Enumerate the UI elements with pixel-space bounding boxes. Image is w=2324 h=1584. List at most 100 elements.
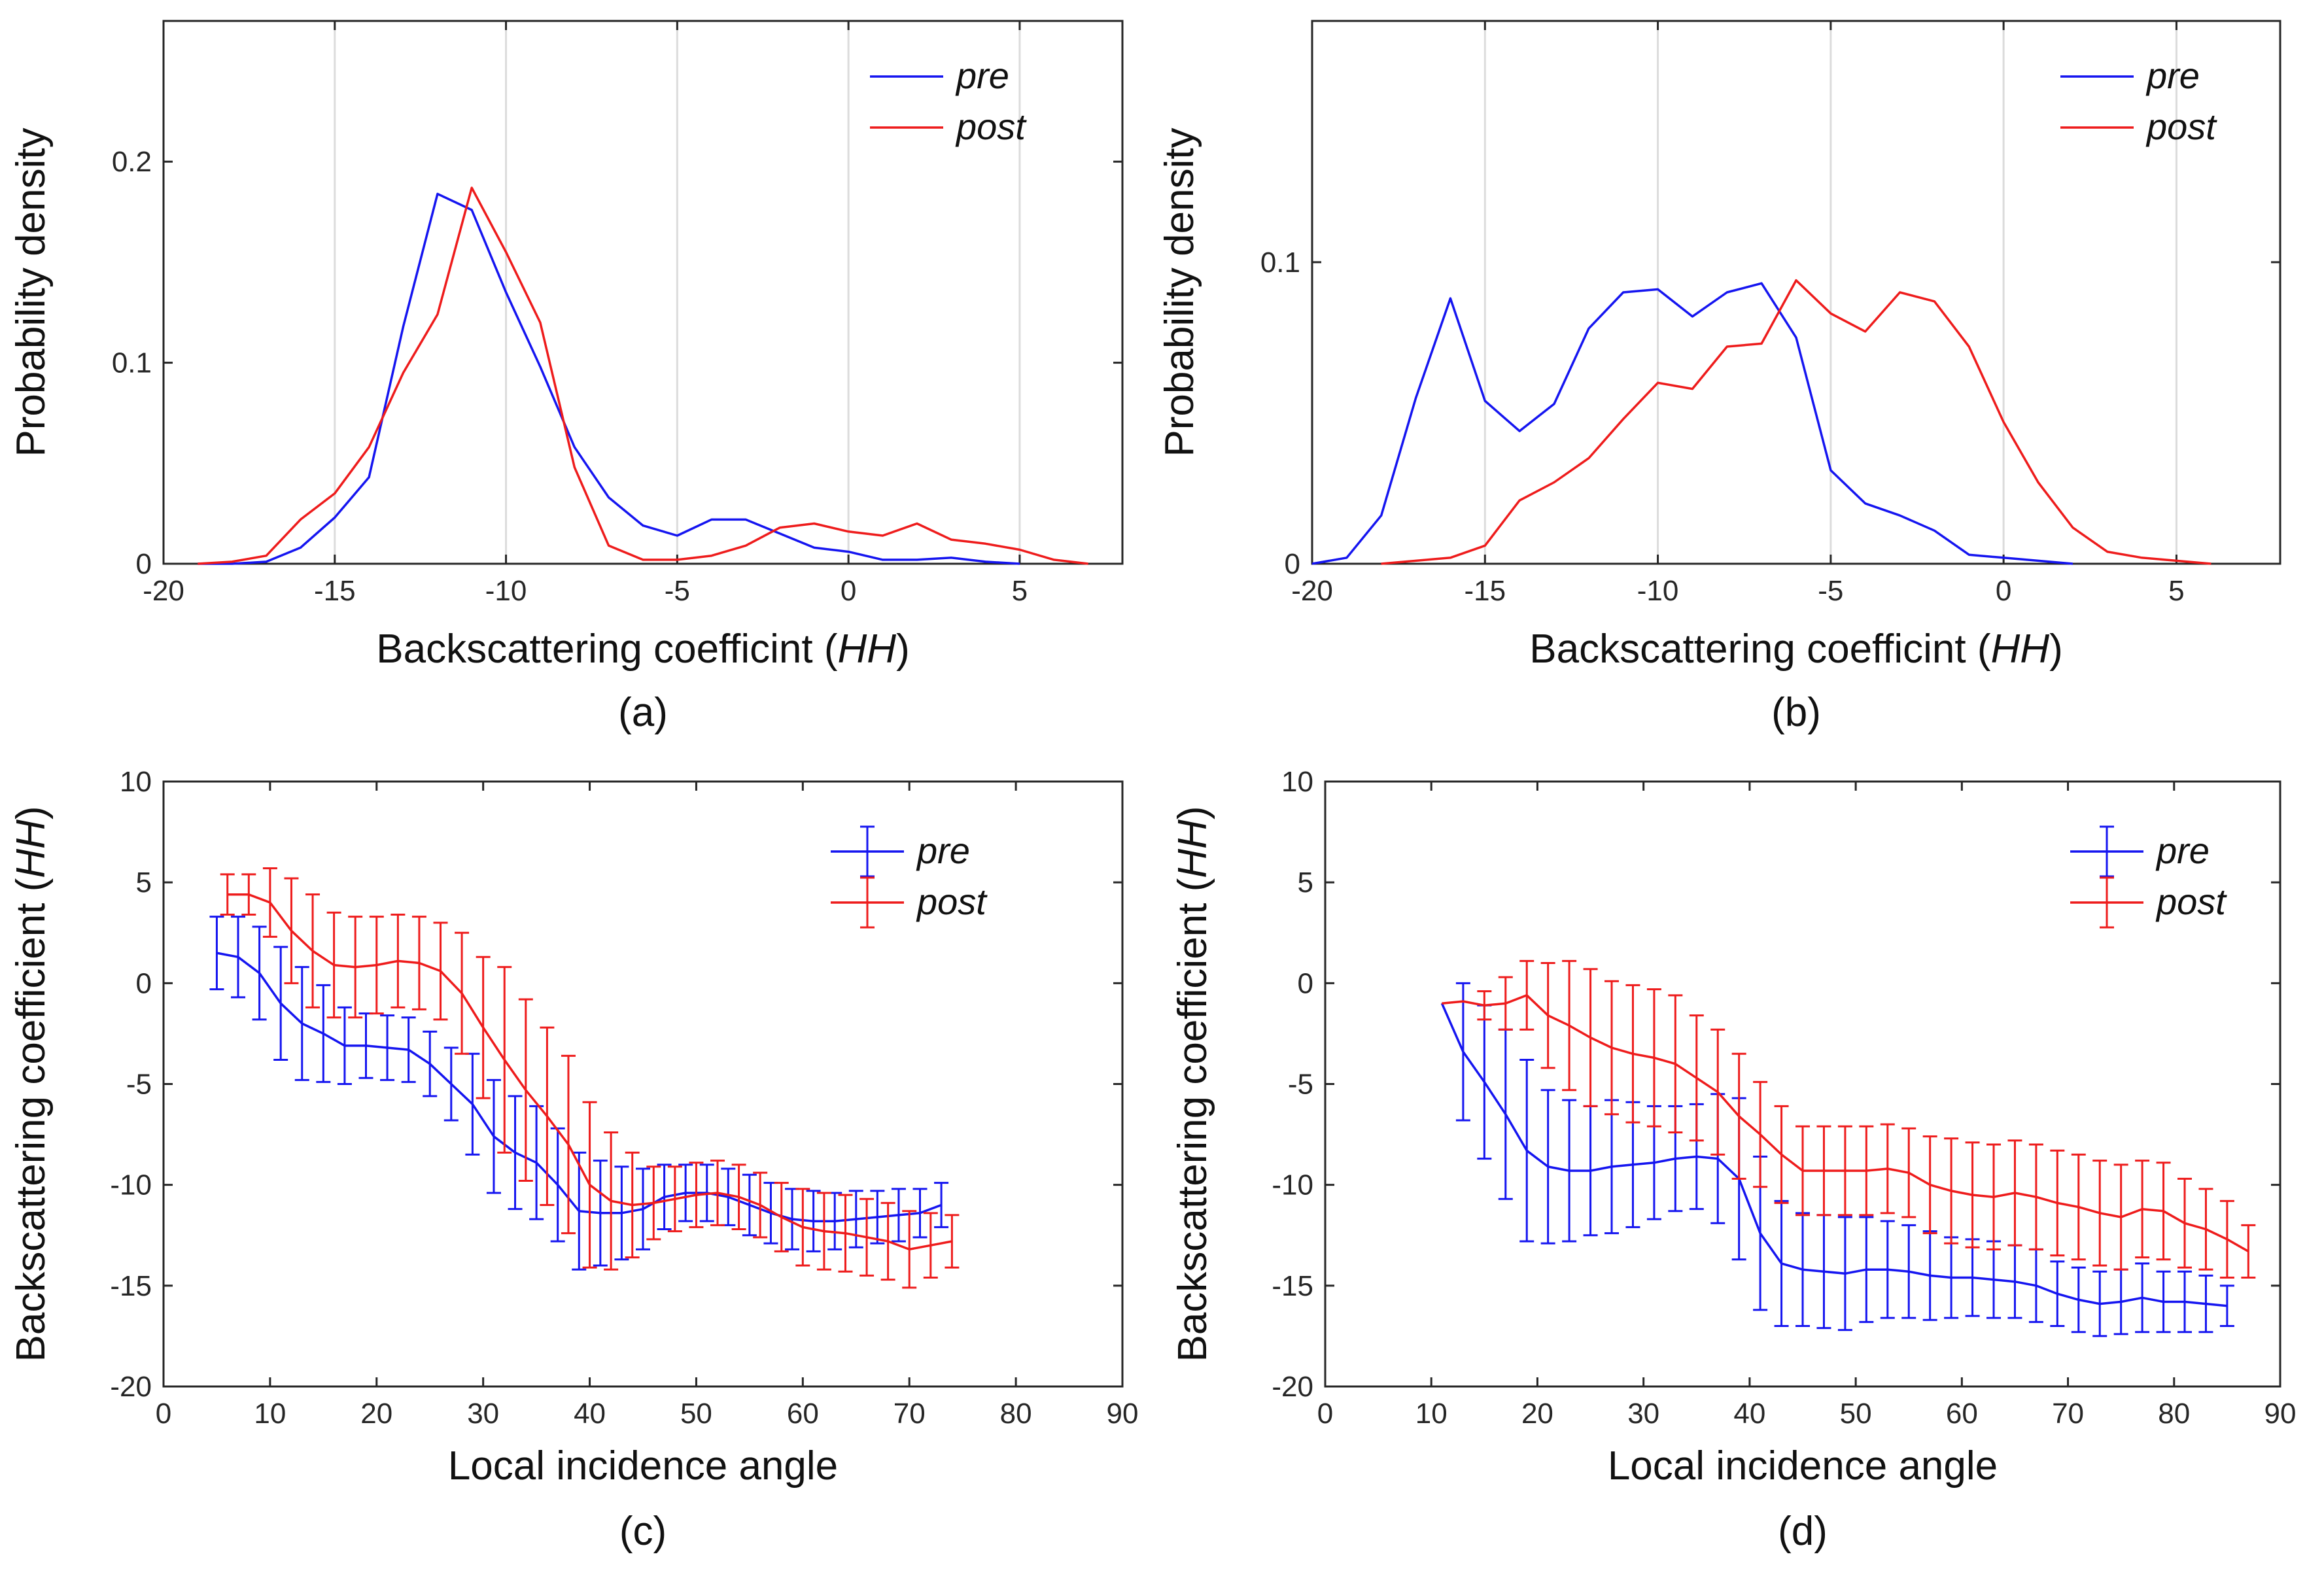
data-point bbox=[2176, 560, 2177, 561]
legend-label-pre: pre bbox=[916, 830, 970, 871]
data-point bbox=[916, 559, 918, 560]
y-axis-label: Backscattering coefficient (HH) bbox=[9, 806, 54, 1362]
x-axis-label-paren: ( bbox=[813, 627, 838, 672]
panel-label: (b) bbox=[1771, 690, 1821, 735]
x-tick-label: 60 bbox=[1946, 1398, 1978, 1430]
data-point bbox=[1483, 1005, 1485, 1006]
x-tick-label: 90 bbox=[1107, 1398, 1139, 1430]
y-tick-label: -15 bbox=[110, 1270, 152, 1302]
data-point bbox=[437, 314, 438, 315]
y-tick-label: -5 bbox=[126, 1069, 152, 1101]
data-point bbox=[1519, 430, 1520, 432]
x-axis-label-paren: ) bbox=[896, 627, 910, 672]
y-tick-label: -10 bbox=[1272, 1169, 1313, 1201]
data-point bbox=[1691, 388, 1693, 390]
data-point bbox=[1657, 288, 1659, 290]
legend: pre post bbox=[831, 825, 988, 929]
y-axis-label-text: Probability density bbox=[9, 128, 54, 456]
data-point bbox=[711, 555, 712, 557]
y-tick-label: 5 bbox=[136, 867, 152, 899]
x-tick-label: 70 bbox=[2052, 1398, 2084, 1430]
x-tick-label: 20 bbox=[360, 1398, 392, 1430]
x-tick-label: -20 bbox=[143, 575, 184, 607]
panel-d: 0 10 20 30 40 50 60 70 80 90 -20 -15 -10 -5 0 5 10 Local … bbox=[1170, 766, 2296, 1554]
data-point bbox=[1899, 515, 1901, 516]
y-tick-label: 0 bbox=[1298, 967, 1313, 999]
y-tick-label: 0.1 bbox=[1260, 247, 1300, 279]
data-point bbox=[589, 1184, 591, 1186]
legend-label-pre: pre bbox=[2155, 830, 2210, 871]
data-point bbox=[642, 525, 644, 526]
y-axis-label-text: Backscattering coefficient bbox=[9, 903, 54, 1362]
data-point bbox=[344, 1045, 345, 1046]
y-axis-label: Probability density bbox=[9, 128, 54, 456]
x-tick-label: 50 bbox=[680, 1398, 712, 1430]
data-point bbox=[985, 543, 986, 544]
data-point bbox=[985, 561, 986, 562]
data-point bbox=[711, 519, 712, 520]
data-point bbox=[930, 1245, 931, 1246]
x-tick-label: 5 bbox=[1012, 575, 1028, 607]
legend-label-post: post bbox=[916, 881, 988, 922]
x-axis-label-text: Local incidence angle bbox=[1608, 1443, 1998, 1489]
data-point bbox=[1590, 1037, 1591, 1039]
data-point bbox=[1553, 482, 1555, 483]
x-axis-label-paren: ) bbox=[2049, 627, 2063, 672]
y-tick-label: 0.2 bbox=[112, 146, 152, 178]
data-point bbox=[876, 1216, 878, 1218]
data-point bbox=[2247, 1250, 2249, 1252]
x-axis-label: Local incidence angle bbox=[1608, 1443, 1998, 1489]
data-point bbox=[781, 1216, 782, 1218]
data-point bbox=[1934, 530, 1935, 531]
x-tick-label: 80 bbox=[2158, 1398, 2190, 1430]
x-tick-label: 0 bbox=[1996, 575, 2011, 607]
x-axis-label-paren: ( bbox=[1966, 627, 1991, 672]
data-point bbox=[227, 894, 228, 895]
data-point bbox=[266, 555, 267, 557]
series-post bbox=[1381, 279, 2211, 565]
data-point bbox=[1505, 1003, 1506, 1004]
data-point bbox=[1760, 1134, 1761, 1135]
data-point bbox=[950, 557, 952, 559]
x-tick-label: 10 bbox=[254, 1398, 286, 1430]
y-axis-label: Probability density bbox=[1157, 128, 1202, 456]
x-tick-label: -5 bbox=[1818, 575, 1843, 607]
legend-label-pre: pre bbox=[2145, 55, 2200, 96]
panel-b: -20 -15 -10 -5 0 5 0 0.1 Backscattering coeffici… bbox=[1157, 20, 2281, 735]
y-axis-label-italic: HH bbox=[1170, 819, 1215, 878]
data-point bbox=[813, 1220, 814, 1222]
data-point bbox=[1019, 549, 1020, 550]
x-tick-label: -20 bbox=[1291, 575, 1333, 607]
data-point bbox=[1781, 1154, 1782, 1155]
data-point bbox=[536, 1162, 537, 1163]
data-point bbox=[848, 551, 849, 553]
data-point bbox=[1865, 1269, 1867, 1270]
data-point bbox=[1519, 500, 1520, 501]
data-point bbox=[1899, 292, 1901, 293]
x-tick-label: 0 bbox=[841, 575, 856, 607]
data-point bbox=[1781, 1263, 1782, 1264]
data-point bbox=[403, 326, 404, 327]
x-tick-label: -15 bbox=[1464, 575, 1506, 607]
data-point bbox=[1588, 328, 1589, 329]
axes-box bbox=[162, 20, 1124, 565]
x-tick-label: 30 bbox=[1627, 1398, 1659, 1430]
series-post bbox=[1441, 959, 2256, 1279]
data-point bbox=[1972, 1277, 1973, 1278]
y-tick-label: -10 bbox=[110, 1169, 152, 1201]
data-point bbox=[1795, 337, 1797, 338]
data-point bbox=[1761, 283, 1762, 284]
legend-label-post: post bbox=[955, 106, 1027, 147]
series-post bbox=[197, 186, 1089, 565]
data-point bbox=[1887, 1269, 1888, 1270]
x-axis-label-text: Backscattering coefficint bbox=[376, 627, 812, 672]
x-tick-label: -5 bbox=[665, 575, 690, 607]
y-axis-label: Backscattering coefficient (HH) bbox=[1170, 806, 1215, 1362]
y-tick-label: 0 bbox=[1285, 548, 1300, 580]
data-point bbox=[574, 466, 575, 468]
panel-label: (c) bbox=[619, 1509, 667, 1554]
data-point bbox=[642, 559, 644, 560]
data-point bbox=[909, 1248, 910, 1250]
x-tick-label: 0 bbox=[156, 1398, 171, 1430]
